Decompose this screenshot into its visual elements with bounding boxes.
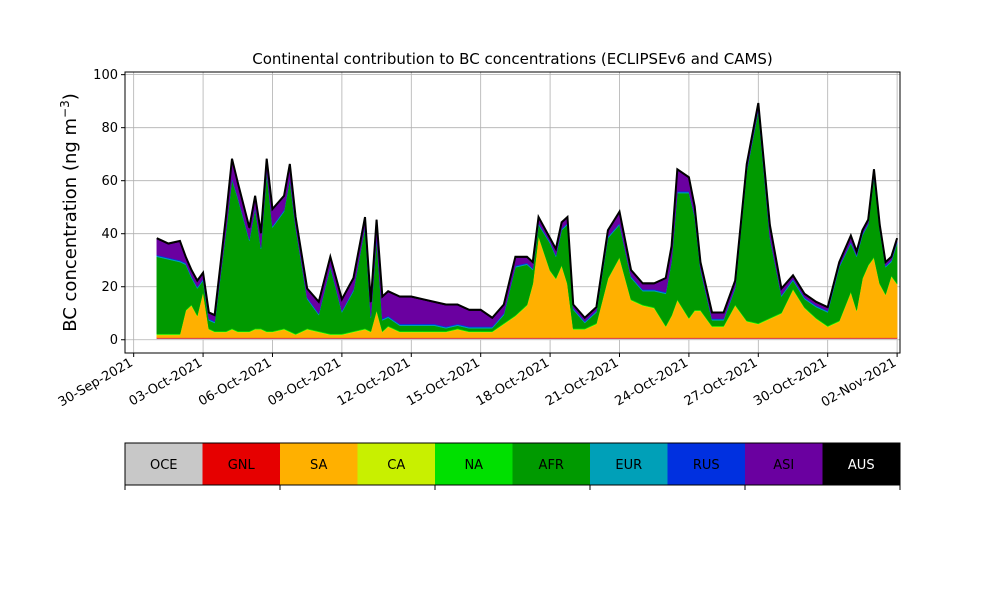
x-tick-label: 09-Oct-2021: [265, 355, 343, 409]
legend-label: EUR: [615, 458, 642, 473]
legend-swatch: [512, 443, 590, 485]
y-tick-label: 100: [93, 68, 118, 83]
legend-entry-asi: ASI: [745, 443, 823, 485]
legend-entry-ca: CA: [357, 443, 435, 485]
legend-swatch: [590, 443, 668, 485]
legend-entry-eur: EUR: [590, 443, 668, 485]
legend-entry-gnl: GNL: [202, 443, 280, 485]
x-tick-label: 30-Sep-2021: [56, 355, 136, 410]
y-axis-label-unit-exponent: −3: [58, 100, 72, 118]
y-tick-label: 20: [101, 280, 118, 295]
legend-label: SA: [310, 458, 327, 473]
legend-swatch: [202, 443, 280, 485]
x-tick-label: 27-Oct-2021: [682, 355, 760, 409]
legend-swatch: [822, 443, 900, 485]
legend-swatch: [125, 443, 203, 485]
legend-swatch: [667, 443, 745, 485]
legend-label: OCE: [150, 458, 178, 473]
legend-entry-rus: RUS: [667, 443, 745, 485]
legend-swatch: [280, 443, 358, 485]
legend-label: CA: [387, 458, 405, 473]
x-tick-label: 06-Oct-2021: [196, 355, 274, 409]
total-concentration-line: [156, 102, 899, 320]
legend-label: NA: [464, 458, 483, 473]
y-axis-label-text: BC concentration (ng m: [60, 118, 81, 332]
legend-entry-aus: AUS: [822, 443, 900, 485]
legend-label: GNL: [228, 458, 256, 473]
x-tick-label: 02-Nov-2021: [819, 355, 899, 410]
y-tick-label: 0: [110, 333, 118, 348]
area-series-afr: [156, 110, 898, 334]
x-tick-label: 21-Oct-2021: [543, 355, 621, 409]
legend-swatch: [357, 443, 435, 485]
x-tick-label: 18-Oct-2021: [474, 355, 552, 409]
legend-entry-na: NA: [435, 443, 513, 485]
legend-frame: [124, 442, 901, 486]
x-tick-label: 12-Oct-2021: [335, 355, 413, 409]
y-tick-label: 60: [101, 174, 118, 189]
y-tick-label: 80: [101, 121, 118, 136]
legend-entry-oce: OCE: [125, 443, 203, 485]
x-tick-label: 24-Oct-2021: [613, 355, 691, 409]
y-axis-label: BC concentration (ng m−3): [58, 93, 81, 332]
x-tick-label: 03-Oct-2021: [127, 355, 205, 409]
legend-entry-sa: SA: [280, 443, 358, 485]
legend-label: AFR: [539, 458, 564, 473]
legend-label: AUS: [848, 458, 875, 473]
y-axis-label-close: ): [60, 93, 81, 100]
y-tick-label: 40: [101, 227, 118, 242]
legend-swatch: [745, 443, 823, 485]
legend-entry-afr: AFR: [512, 443, 590, 485]
x-tick-label: 30-Oct-2021: [751, 355, 829, 409]
legend-label: ASI: [773, 458, 794, 473]
chart-title: Continental contribution to BC concentra…: [252, 50, 773, 68]
plot-frame: [124, 71, 901, 354]
x-tick-label: 15-Oct-2021: [404, 355, 482, 409]
legend-label: RUS: [693, 458, 720, 473]
legend-swatch: [435, 443, 513, 485]
